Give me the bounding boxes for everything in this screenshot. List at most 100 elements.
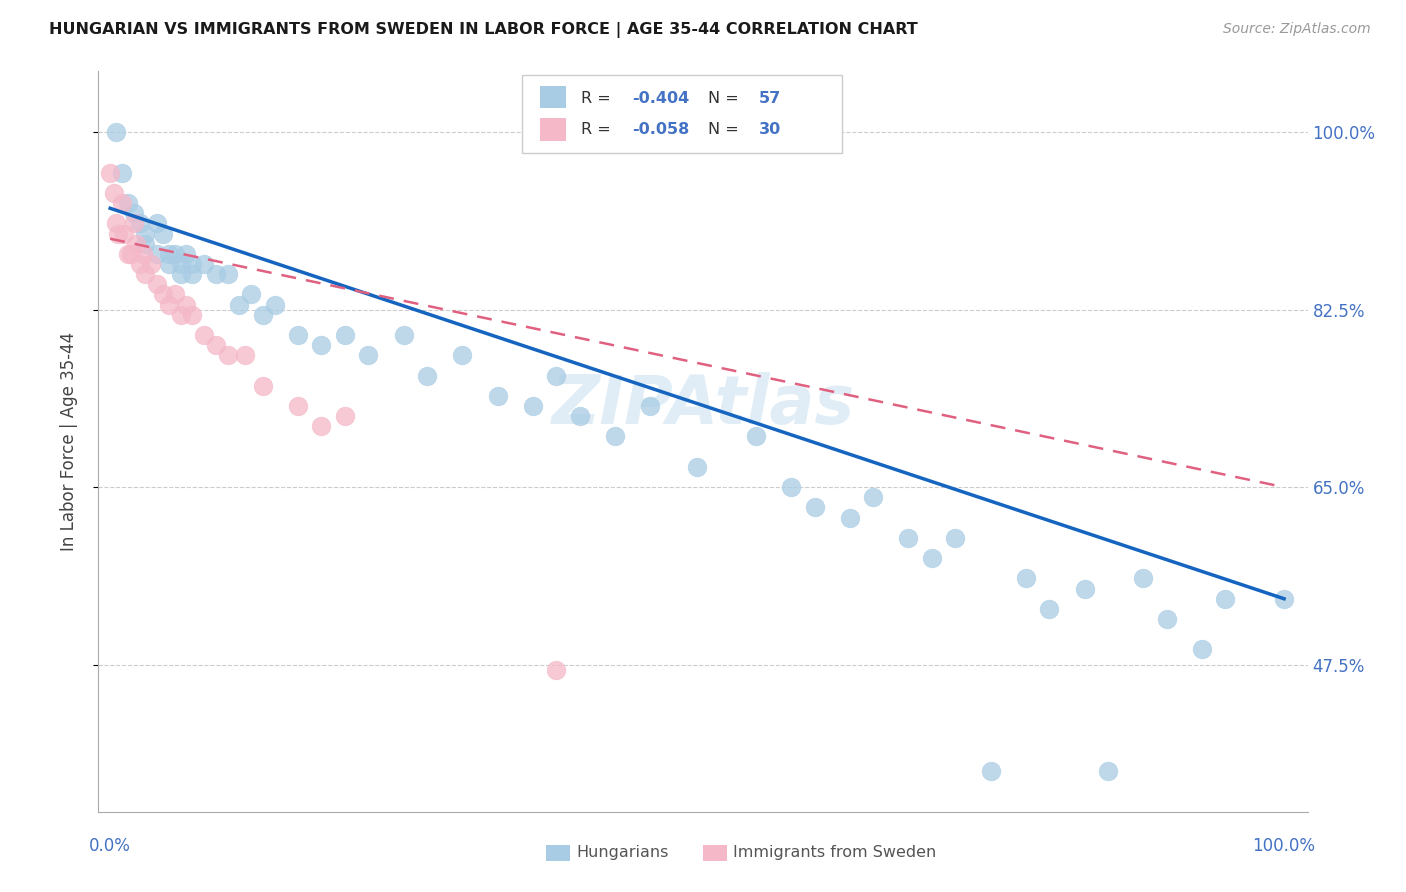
Point bbox=[311, 338, 333, 352]
Point bbox=[357, 348, 380, 362]
Point bbox=[921, 551, 943, 566]
Text: HUNGARIAN VS IMMIGRANTS FROM SWEDEN IN LABOR FORCE | AGE 35-44 CORRELATION CHART: HUNGARIAN VS IMMIGRANTS FROM SWEDEN IN L… bbox=[49, 22, 918, 38]
Text: 57: 57 bbox=[759, 91, 780, 106]
Point bbox=[117, 196, 139, 211]
Y-axis label: In Labor Force | Age 35-44: In Labor Force | Age 35-44 bbox=[59, 332, 77, 551]
Point bbox=[686, 459, 709, 474]
Point bbox=[105, 125, 128, 139]
Point bbox=[252, 308, 274, 322]
Point bbox=[146, 247, 169, 261]
Point bbox=[311, 419, 333, 434]
Point bbox=[176, 247, 198, 261]
Point bbox=[603, 429, 626, 443]
Point bbox=[522, 399, 544, 413]
Point bbox=[193, 257, 215, 271]
Text: N =: N = bbox=[707, 91, 738, 106]
Point bbox=[163, 247, 186, 261]
Point bbox=[181, 257, 204, 271]
Text: Source: ZipAtlas.com: Source: ZipAtlas.com bbox=[1223, 22, 1371, 37]
Point bbox=[134, 267, 156, 281]
Text: -0.404: -0.404 bbox=[631, 91, 689, 106]
Point bbox=[146, 277, 169, 292]
Point bbox=[862, 491, 884, 505]
Point bbox=[169, 267, 191, 281]
Point bbox=[125, 236, 148, 251]
Point bbox=[122, 217, 145, 231]
Point bbox=[128, 257, 150, 271]
Point bbox=[117, 247, 139, 261]
Point bbox=[204, 338, 226, 352]
Point bbox=[217, 348, 239, 362]
Point bbox=[169, 257, 191, 271]
Point bbox=[157, 298, 180, 312]
Point bbox=[980, 764, 1002, 779]
Point bbox=[486, 389, 509, 403]
Point bbox=[152, 287, 174, 301]
Point bbox=[233, 348, 256, 362]
Point bbox=[141, 257, 163, 271]
Point bbox=[803, 500, 825, 515]
Point bbox=[1097, 764, 1119, 779]
Point bbox=[181, 267, 204, 281]
Point bbox=[287, 328, 309, 343]
Point bbox=[146, 217, 169, 231]
Point bbox=[745, 429, 768, 443]
Point bbox=[333, 328, 356, 343]
FancyBboxPatch shape bbox=[540, 119, 567, 141]
Point bbox=[128, 217, 150, 231]
Point bbox=[107, 227, 129, 241]
Point bbox=[163, 287, 186, 301]
FancyBboxPatch shape bbox=[703, 845, 727, 862]
Point bbox=[1038, 602, 1060, 616]
Point bbox=[112, 227, 135, 241]
Text: 30: 30 bbox=[759, 122, 780, 136]
Point bbox=[111, 196, 134, 211]
Point bbox=[416, 368, 439, 383]
Point bbox=[152, 227, 174, 241]
Text: -0.058: -0.058 bbox=[631, 122, 689, 136]
Point bbox=[780, 480, 803, 494]
Point bbox=[240, 287, 263, 301]
FancyBboxPatch shape bbox=[546, 845, 569, 862]
Point bbox=[176, 298, 198, 312]
Point bbox=[1132, 571, 1154, 585]
Point bbox=[122, 206, 145, 220]
Point bbox=[1015, 571, 1038, 585]
Point bbox=[105, 217, 128, 231]
Point bbox=[333, 409, 356, 424]
Point bbox=[1272, 591, 1295, 606]
Text: 100.0%: 100.0% bbox=[1253, 837, 1316, 855]
Point bbox=[1156, 612, 1178, 626]
FancyBboxPatch shape bbox=[522, 75, 842, 153]
Point bbox=[98, 166, 121, 180]
Text: ZIPAtlas: ZIPAtlas bbox=[551, 372, 855, 437]
Text: Immigrants from Sweden: Immigrants from Sweden bbox=[734, 845, 936, 860]
Point bbox=[217, 267, 239, 281]
Point bbox=[568, 409, 591, 424]
Point bbox=[103, 186, 125, 200]
Point bbox=[111, 166, 134, 180]
Point bbox=[132, 247, 155, 261]
FancyBboxPatch shape bbox=[540, 87, 567, 108]
Point bbox=[169, 308, 191, 322]
Point bbox=[134, 227, 156, 241]
Point bbox=[897, 531, 920, 545]
Text: Hungarians: Hungarians bbox=[576, 845, 668, 860]
Point bbox=[546, 663, 568, 677]
Point bbox=[157, 257, 180, 271]
Text: R =: R = bbox=[581, 122, 610, 136]
Point bbox=[638, 399, 661, 413]
Point bbox=[204, 267, 226, 281]
Text: R =: R = bbox=[581, 91, 610, 106]
Point bbox=[1191, 642, 1213, 657]
Text: N =: N = bbox=[707, 122, 738, 136]
Point bbox=[263, 298, 285, 312]
Point bbox=[451, 348, 474, 362]
Point bbox=[252, 378, 274, 392]
Point bbox=[838, 510, 860, 524]
Point bbox=[193, 328, 215, 343]
Point bbox=[945, 531, 967, 545]
Point bbox=[181, 308, 204, 322]
Point bbox=[287, 399, 309, 413]
Point bbox=[157, 247, 180, 261]
